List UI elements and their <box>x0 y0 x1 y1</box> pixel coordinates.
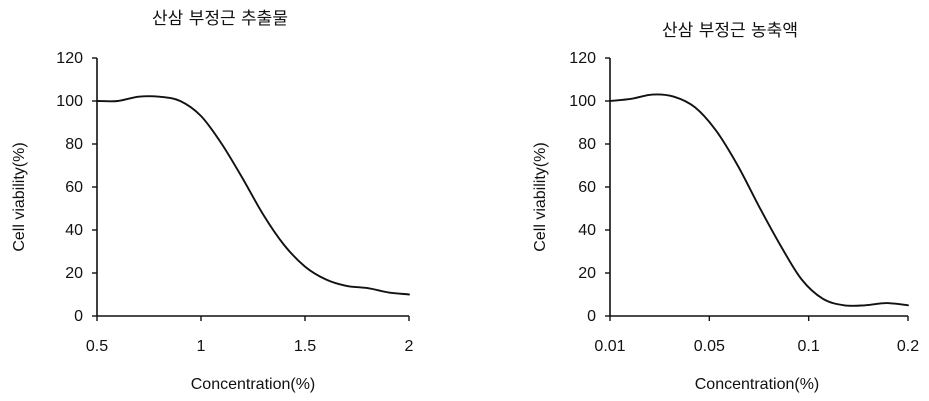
y-tick-label: 40 <box>578 222 596 239</box>
y-tick-label: 60 <box>65 179 83 196</box>
y-tick-label: 60 <box>578 179 596 196</box>
y-tick-label: 0 <box>74 308 83 325</box>
y-tick-label: 100 <box>56 93 83 110</box>
y-tick-label: 80 <box>578 136 596 153</box>
x-tick-label: 2 <box>405 338 414 355</box>
y-tick-label: 20 <box>578 265 596 282</box>
x-axis-label: Concentration(%) <box>695 376 820 393</box>
y-tick-label: 120 <box>569 50 596 67</box>
x-tick-label: 1.5 <box>294 338 316 355</box>
x-tick-label: 0.5 <box>86 338 108 355</box>
series-line <box>96 95 410 296</box>
x-tick-label: 0.01 <box>594 338 625 355</box>
x-tick-label: 0.05 <box>694 338 725 355</box>
y-tick-label: 120 <box>56 50 83 67</box>
y-tick-label: 40 <box>65 222 83 239</box>
y-axis-label: Cell viability(%) <box>532 142 549 251</box>
x-axis-label: Concentration(%) <box>191 376 316 393</box>
chart-title: 산삼 부정근 농축액 <box>662 21 798 41</box>
x-tick-label: 1 <box>197 338 206 355</box>
x-tick-label: 0.2 <box>897 338 919 355</box>
y-tick-label: 80 <box>65 136 83 153</box>
y-axis-label: Cell viability(%) <box>11 142 28 251</box>
chart-title: 산삼 부정근 추출물 <box>152 9 288 29</box>
y-tick-label: 0 <box>587 308 596 325</box>
y-tick-label: 20 <box>65 265 83 282</box>
x-tick-label: 0.1 <box>798 338 820 355</box>
y-tick-label: 100 <box>569 93 596 110</box>
series-line <box>609 93 909 307</box>
